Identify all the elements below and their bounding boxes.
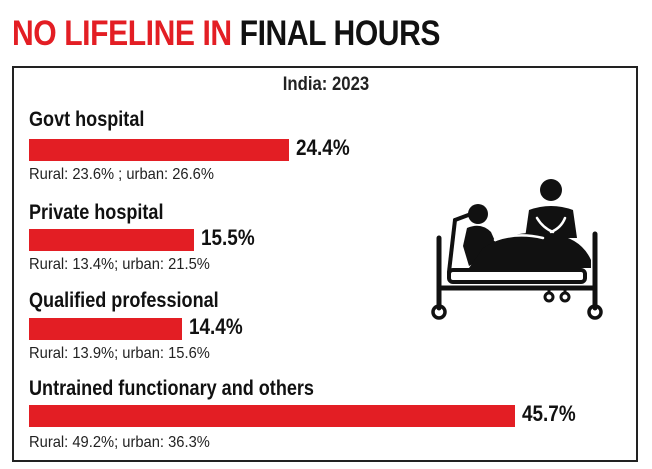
bar-qualified-professional bbox=[29, 318, 183, 340]
patient-in-bed-with-caregiver-icon bbox=[431, 179, 603, 320]
chart-frame bbox=[12, 66, 638, 462]
bar-govt-hospital bbox=[29, 139, 289, 161]
headline: NO LIFELINE IN FINAL HOURS bbox=[12, 14, 441, 54]
breakdown-note-untrained-functionary-and-others: Rural: 49.2%; urban: 36.3% bbox=[29, 434, 210, 451]
category-label-private-hospital: Private hospital bbox=[29, 201, 164, 224]
breakdown-note-qualified-professional: Rural: 13.9%; urban: 15.6% bbox=[29, 345, 210, 362]
breakdown-note-private-hospital: Rural: 13.4%; urban: 21.5% bbox=[29, 256, 210, 273]
breakdown-note-govt-hospital: Rural: 23.6% ; urban: 26.6% bbox=[29, 166, 214, 183]
category-label-untrained-functionary-and-others: Untrained functionary and others bbox=[29, 377, 314, 400]
value-label-govt-hospital: 24.4% bbox=[295, 135, 350, 160]
headline-main: FINAL HOURS bbox=[239, 14, 441, 53]
value-label-private-hospital: 15.5% bbox=[200, 225, 255, 250]
category-label-qualified-professional: Qualified professional bbox=[29, 289, 219, 312]
headline-accent: NO LIFELINE IN bbox=[12, 14, 232, 53]
value-label-untrained-functionary-and-others: 45.7% bbox=[522, 401, 576, 426]
category-label-govt-hospital: Govt hospital bbox=[29, 108, 145, 131]
chart-title: India: 2023 bbox=[282, 74, 370, 95]
value-label-qualified-professional: 14.4% bbox=[189, 314, 243, 339]
bar-untrained-functionary-and-others bbox=[29, 405, 516, 427]
bar-private-hospital bbox=[29, 229, 194, 251]
